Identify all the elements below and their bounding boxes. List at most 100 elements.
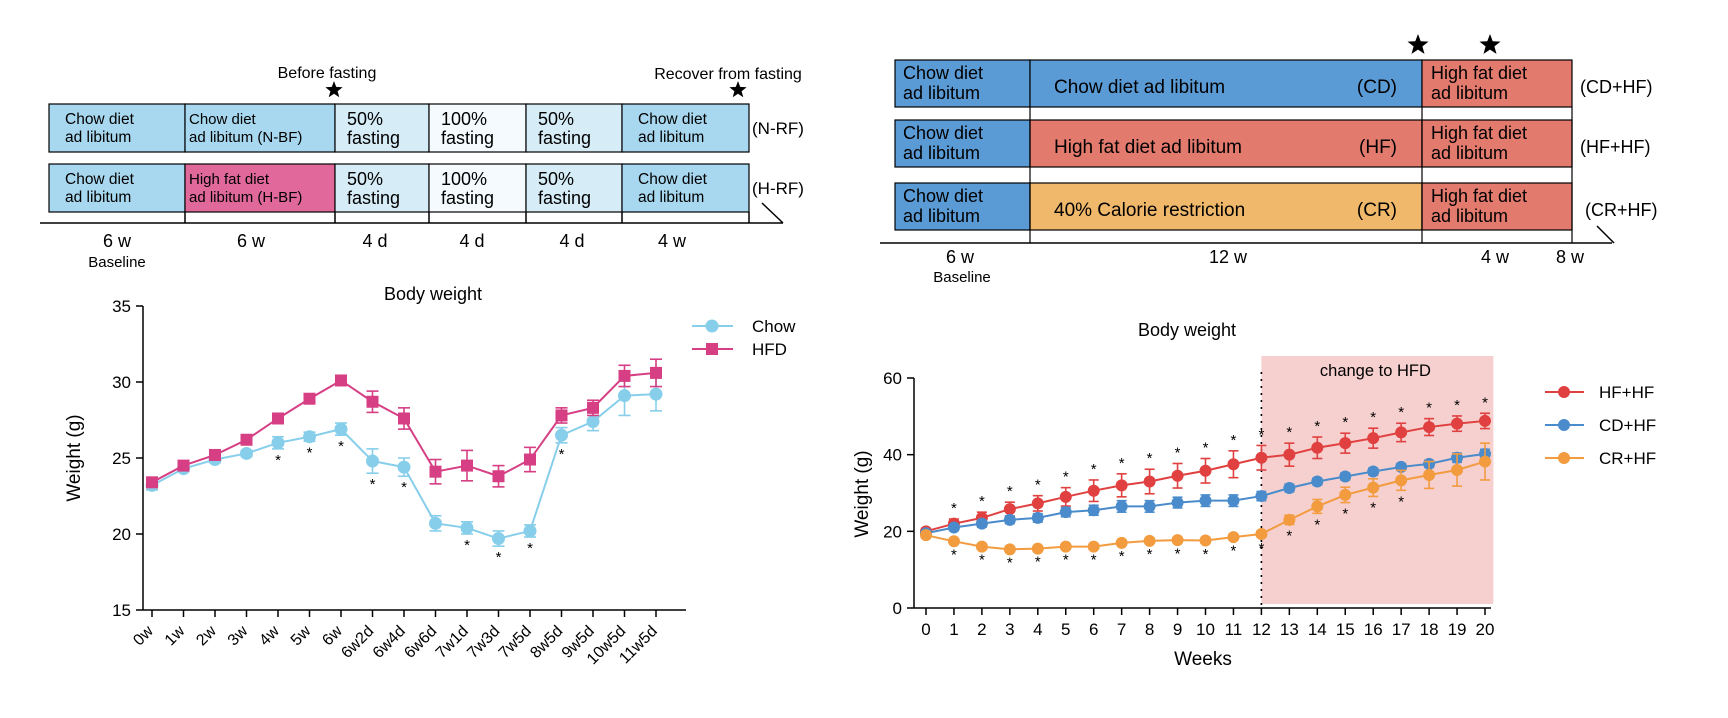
significance-star: * — [338, 438, 344, 455]
star-icon — [1407, 34, 1429, 54]
significance-star: * — [496, 549, 502, 566]
data-point — [649, 387, 663, 401]
data-point — [555, 428, 568, 442]
significance-star: * — [1370, 499, 1376, 516]
data-point — [1283, 482, 1296, 495]
data-point — [1059, 506, 1072, 519]
y-tick-label: 20 — [883, 522, 902, 541]
significance-star: * — [1482, 394, 1488, 411]
data-point — [1143, 475, 1156, 488]
significance-star: * — [464, 537, 470, 554]
significance-star: * — [979, 493, 985, 510]
y-tick-label: 35 — [112, 297, 131, 316]
y-tick-label: 20 — [112, 525, 131, 544]
significance-star: * — [1063, 552, 1069, 569]
protocol-cell-label: 50% fasting — [347, 169, 400, 208]
data-point — [1087, 504, 1100, 517]
significance-star: * — [307, 444, 313, 461]
data-point — [947, 535, 960, 548]
x-tick-label: 20 — [1476, 620, 1495, 639]
x-tick-label: 12 — [1252, 620, 1271, 639]
x-tick-label: 7w5d — [496, 623, 535, 662]
data-point — [397, 460, 411, 474]
legend-label: HF+HF — [1599, 383, 1654, 402]
protocol-cell-label: High fat diet ad libitum — [1431, 123, 1527, 163]
protocol-cell — [184, 103, 336, 153]
protocol-cell-end — [1421, 119, 1573, 168]
protocol-cell-label: Chow diet ad libitum — [903, 63, 983, 103]
y-axis-label: Weight (g) — [64, 414, 85, 501]
protocol-left-diagram: Before fasting Recover from fasting Chow… — [40, 65, 804, 271]
protocol-cell-label: 100% fasting — [441, 109, 494, 148]
data-point — [1031, 497, 1044, 510]
y-tick-label: 25 — [112, 449, 131, 468]
significance-star: * — [1035, 554, 1041, 571]
protocol-main-label: 40% Calorie restriction — [1054, 200, 1245, 221]
significance-star: * — [1258, 426, 1264, 443]
protocol-cell — [334, 103, 430, 153]
data-point — [1311, 441, 1324, 454]
protocol-cell — [621, 103, 750, 153]
y-tick-label: 60 — [883, 369, 902, 388]
protocol-cell-main — [1029, 59, 1423, 108]
legend-label: CD+HF — [1599, 416, 1656, 435]
significance-star: * — [1175, 444, 1181, 461]
data-point — [303, 430, 316, 444]
significance-star: * — [1175, 545, 1181, 562]
significance-star: * — [1286, 527, 1292, 544]
timeline-break — [1596, 225, 1615, 244]
data-point — [1199, 494, 1212, 507]
data-point — [366, 395, 379, 408]
significance-star: * — [1314, 418, 1320, 435]
protocol-abbr-label: (HF) — [1359, 137, 1397, 158]
data-point — [1451, 464, 1464, 476]
significance-star: * — [1370, 409, 1376, 426]
data-point — [1199, 464, 1212, 477]
x-tick-label: 7 — [1117, 620, 1126, 639]
row-tag: (CR+HF) — [1585, 200, 1658, 220]
data-point — [1479, 414, 1491, 427]
significance-star: * — [370, 476, 376, 493]
data-point — [1115, 479, 1128, 492]
x-tick-label: 14 — [1308, 620, 1327, 639]
timeline-break — [761, 202, 784, 224]
significance-star: * — [1342, 506, 1348, 523]
data-point — [1479, 455, 1491, 468]
significance-star: * — [1147, 450, 1153, 467]
x-tick-label: 2w — [193, 622, 220, 649]
x-tick-label: 4 — [1033, 620, 1042, 639]
significance-star: * — [1119, 455, 1125, 472]
baseline-label: Baseline — [933, 269, 991, 286]
protocol-cell-end — [1421, 182, 1573, 231]
x-tick-label: 7w1d — [433, 623, 472, 662]
data-point — [1255, 528, 1268, 541]
chart-title: Body weight — [384, 284, 482, 304]
significance-star: * — [1231, 432, 1237, 449]
significance-star: * — [275, 452, 281, 469]
protocol-cell-label: Chow diet ad libitum — [903, 123, 983, 163]
data-point — [1283, 513, 1296, 526]
recover-label: Recover from fasting — [654, 66, 802, 83]
x-tick-label: 7w3d — [464, 623, 503, 662]
y-tick-label: 15 — [112, 601, 131, 620]
data-point — [1171, 496, 1184, 509]
protocol-cell-label: Chow diet ad libitum — [903, 186, 983, 226]
data-point — [920, 529, 932, 542]
data-point — [146, 476, 158, 489]
x-tick-label: 8 — [1145, 620, 1154, 639]
data-point — [366, 454, 379, 468]
data-point — [1395, 426, 1408, 439]
data-point — [1339, 437, 1352, 450]
x-tick-label: 0w — [130, 622, 157, 649]
row-tag: (CD+HF) — [1580, 77, 1653, 97]
x-tick-label: 18 — [1420, 620, 1439, 639]
x-tick-label: 1w — [162, 622, 189, 649]
data-point — [587, 401, 599, 414]
data-point — [947, 521, 960, 534]
series-cr-hf — [920, 442, 1491, 556]
x-tick-label: 5 — [1061, 620, 1070, 639]
duration-label: 4 d — [362, 231, 387, 251]
significance-star: * — [1119, 548, 1125, 565]
significance-star: * — [1342, 414, 1348, 431]
